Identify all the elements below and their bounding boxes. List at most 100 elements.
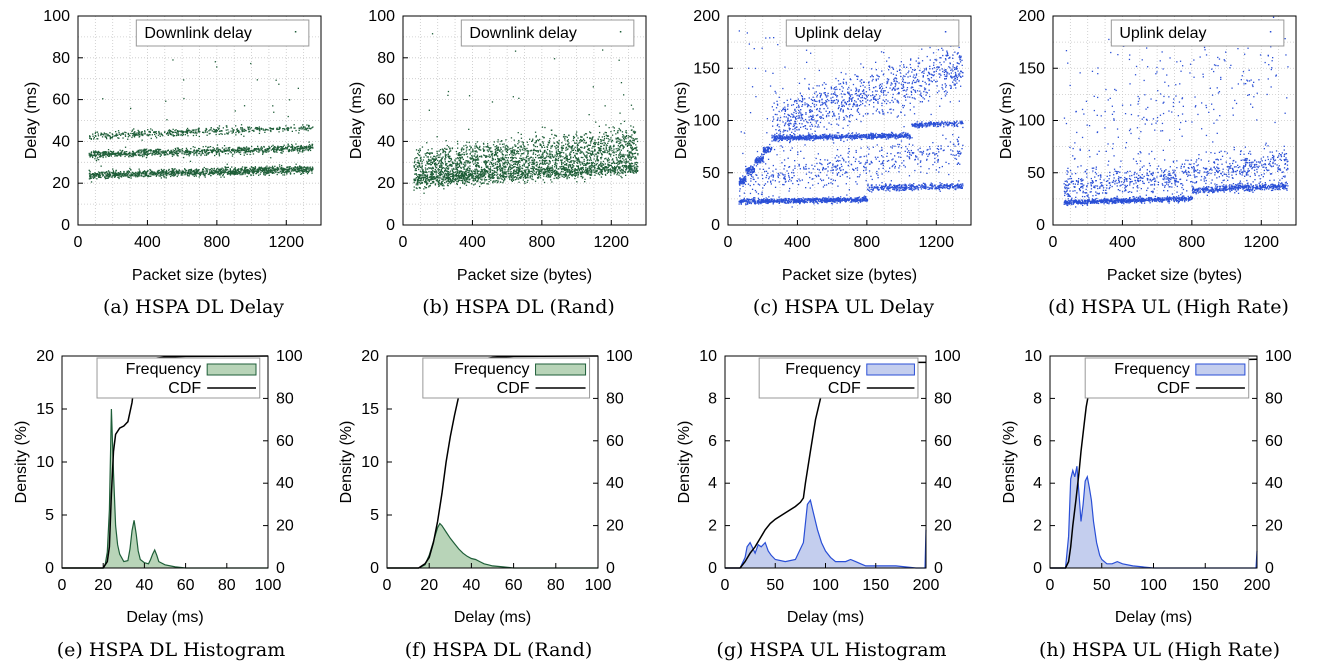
scatter-point bbox=[143, 170, 146, 172]
scatter-point bbox=[442, 175, 444, 178]
scatter-point bbox=[263, 172, 265, 174]
scatter-point bbox=[635, 164, 638, 166]
scatter-point bbox=[522, 179, 524, 181]
scatter-point bbox=[234, 169, 237, 171]
scatter-point bbox=[107, 151, 110, 153]
scatter-point bbox=[178, 133, 180, 135]
scatter-point bbox=[131, 133, 134, 135]
scatter-point bbox=[181, 171, 183, 173]
scatter-point bbox=[531, 176, 533, 178]
scatter-point bbox=[480, 176, 482, 178]
scatter-point bbox=[453, 174, 455, 176]
scatter-point bbox=[513, 166, 515, 168]
scatter-point bbox=[487, 170, 489, 172]
scatter-point bbox=[505, 162, 507, 164]
scatter-point bbox=[216, 168, 218, 171]
scatter-point bbox=[111, 133, 113, 135]
scatter-point bbox=[537, 173, 539, 175]
scatter-point bbox=[254, 148, 256, 150]
scatter-point bbox=[417, 179, 419, 181]
scatter-point bbox=[482, 173, 484, 175]
scatter-point bbox=[544, 163, 546, 165]
scatter-point bbox=[218, 172, 220, 175]
scatter-point bbox=[583, 160, 585, 162]
scatter-point bbox=[478, 176, 480, 178]
scatter-point bbox=[151, 129, 153, 131]
scatter-point bbox=[424, 181, 427, 183]
scatter-point bbox=[247, 128, 249, 130]
scatter-point bbox=[449, 164, 451, 166]
scatter-point bbox=[595, 172, 597, 174]
scatter-point bbox=[445, 169, 447, 171]
scatter-point bbox=[245, 146, 248, 148]
scatter-point bbox=[117, 154, 119, 156]
scatter-point bbox=[259, 128, 261, 130]
scatter-point bbox=[105, 156, 107, 158]
scatter-point bbox=[173, 151, 176, 153]
scatter-point bbox=[565, 143, 567, 145]
x-axis: 0 400 800 1200 bbox=[74, 220, 304, 251]
scatter-point bbox=[157, 149, 160, 151]
scatter-point bbox=[512, 154, 514, 156]
scatter-point bbox=[231, 149, 233, 151]
scatter-point bbox=[204, 154, 206, 156]
scatter-point bbox=[246, 151, 248, 153]
scatter-point bbox=[307, 170, 309, 172]
scatter-point bbox=[585, 163, 588, 165]
scatter-point bbox=[127, 173, 129, 175]
scatter-point bbox=[529, 171, 531, 173]
scatter-point bbox=[428, 171, 430, 173]
scatter-point bbox=[547, 165, 549, 167]
scatter-point bbox=[128, 152, 130, 155]
scatter-point bbox=[242, 171, 244, 173]
scatter-point bbox=[555, 164, 558, 167]
scatter-point bbox=[92, 154, 94, 156]
scatter-point bbox=[275, 171, 277, 173]
scatter-point bbox=[533, 173, 536, 176]
scatter-point bbox=[111, 153, 113, 155]
scatter-point bbox=[225, 169, 227, 171]
scatter-point bbox=[124, 134, 126, 136]
scatter-point bbox=[633, 152, 636, 155]
scatter-point bbox=[248, 172, 251, 174]
scatter-point bbox=[104, 154, 106, 156]
scatter-point bbox=[601, 173, 603, 175]
scatter-point bbox=[582, 171, 584, 174]
scatter-point bbox=[303, 149, 305, 152]
scatter-point bbox=[96, 173, 98, 175]
scatter-point bbox=[583, 171, 585, 173]
scatter-point bbox=[464, 165, 466, 167]
scatter-point bbox=[600, 145, 602, 147]
scatter-point bbox=[441, 182, 443, 184]
scatter-point bbox=[195, 151, 197, 153]
scatter-point bbox=[291, 146, 294, 148]
scatter-point bbox=[228, 170, 230, 173]
scatter-point bbox=[569, 164, 571, 166]
scatter-point bbox=[601, 156, 603, 158]
scatter-point bbox=[512, 152, 514, 154]
scatter-point bbox=[143, 149, 145, 151]
scatter-point bbox=[111, 151, 113, 153]
scatter-point bbox=[115, 154, 117, 156]
scatter-point bbox=[430, 161, 432, 163]
scatter-point bbox=[258, 168, 260, 170]
scatter-point bbox=[189, 172, 191, 174]
scatter-point bbox=[194, 172, 196, 174]
scatter-point bbox=[211, 150, 213, 152]
scatter-point bbox=[284, 128, 286, 130]
scatter-point bbox=[579, 172, 581, 174]
scatter-point bbox=[175, 169, 178, 171]
scatter-point bbox=[557, 168, 559, 170]
scatter-point bbox=[221, 167, 223, 169]
scatter-point bbox=[533, 148, 535, 150]
scatter-point bbox=[588, 166, 590, 168]
scatter-point bbox=[294, 147, 297, 149]
scatter-point bbox=[173, 175, 175, 177]
scatter-point bbox=[234, 110, 236, 112]
scatter-point bbox=[183, 156, 185, 159]
scatter-point bbox=[556, 171, 559, 173]
scatter-point bbox=[586, 167, 589, 170]
scatter-point bbox=[429, 167, 431, 169]
scatter-point bbox=[539, 177, 542, 179]
scatter-point bbox=[173, 150, 176, 152]
